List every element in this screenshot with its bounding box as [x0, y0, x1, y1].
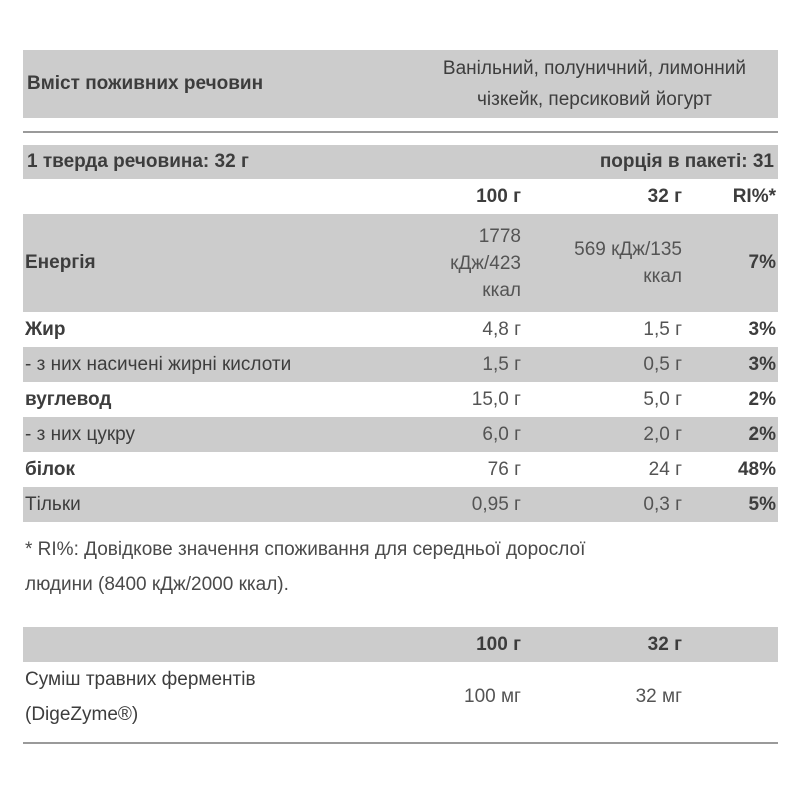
enzymes-value-per100: 100 мг	[464, 686, 521, 707]
flavors-line-2: чізкейк, персиковий йогурт	[477, 89, 712, 110]
row-value-per100: 6,0 г	[482, 423, 521, 445]
row-value-per100: 0,95 г	[471, 493, 521, 515]
serving-size-label: 1 тверда речовина: 32 г	[27, 151, 249, 172]
panel-content: Вміст поживних речовин Ванільний, полуни…	[23, 50, 778, 744]
servings-per-pack-label: порція в пакеті: 31	[599, 151, 774, 172]
row-value-per32: 24 г	[648, 458, 682, 480]
row-label: - з них цукру	[25, 423, 136, 445]
nutrition-row-energy: Енергія 1778 кДж/423 ккал 569 кДж/135 кк…	[23, 214, 778, 312]
value-line: ккал	[482, 279, 521, 301]
row-value-per32: 0,5 г	[643, 353, 682, 375]
value-line: кДж/423	[450, 252, 521, 274]
flavors-text: Ванільний, полуничний, лимонний чізкейк,…	[443, 53, 774, 115]
row-label: Тільки	[25, 493, 81, 515]
row-label: Жир	[25, 318, 66, 340]
row-value-per100: 15,0 г	[471, 388, 521, 410]
enzymes-row-label: Суміш травних ферментів (DigeZyme®)	[25, 662, 401, 732]
nutrition-row-fat: Жир 4,8 г 1,5 г 3%	[23, 312, 778, 347]
nutrition-row-protein: білок 76 г 24 г 48%	[23, 452, 778, 487]
nutrition-row-salt: Тільки 0,95 г 0,3 г 5%	[23, 487, 778, 522]
divider-bottom	[23, 742, 778, 744]
row-value-ri: 48%	[737, 458, 776, 480]
row-value-per32: 569 кДж/135 ккал	[521, 236, 682, 290]
row-value-ri: 3%	[748, 318, 776, 340]
row-label: білок	[25, 458, 75, 480]
row-label: вуглевод	[25, 388, 112, 410]
panel-title: Вміст поживних речовин	[27, 73, 264, 94]
row-value-per32: 0,3 г	[643, 493, 682, 515]
enzymes-header-per32: 32 г	[647, 633, 682, 655]
enzymes-column-header-row: 100 г 32 г	[23, 627, 778, 662]
row-value-per100: 1778 кДж/423 ккал	[401, 223, 521, 304]
row-value-per32: 2,0 г	[643, 423, 682, 445]
row-label: Енергія	[25, 252, 96, 273]
row-value-ri: 2%	[748, 388, 776, 410]
row-value-per100: 76 г	[487, 458, 521, 480]
column-header-per100: 100 г	[476, 185, 521, 207]
divider-top	[23, 131, 778, 133]
row-value-ri: 5%	[748, 493, 776, 515]
ri-footnote: * RI%: Довідкове значення споживання для…	[23, 532, 778, 602]
row-value-ri: 7%	[748, 252, 776, 273]
value-line: 569 кДж/135	[574, 239, 682, 260]
enzymes-label-line-2: (DigeZyme®)	[25, 704, 139, 725]
row-value-per100: 4,8 г	[482, 318, 521, 340]
row-label: - з них насичені жирні кислоти	[25, 353, 292, 375]
column-header-ri: RI%*	[732, 185, 776, 207]
enzymes-row: Суміш травних ферментів (DigeZyme®) 100 …	[23, 662, 778, 732]
column-header-row: 100 г 32 г RI%*	[23, 179, 778, 214]
serving-size-bar: 1 тверда речовина: 32 г порція в пакеті:…	[23, 145, 778, 179]
top-whitespace	[0, 0, 800, 50]
enzymes-header-per100: 100 г	[476, 633, 521, 655]
nutrition-row-sugars: - з них цукру 6,0 г 2,0 г 2%	[23, 417, 778, 452]
column-header-per32: 32 г	[647, 185, 682, 207]
nutrition-header: Вміст поживних речовин Ванільний, полуни…	[23, 50, 778, 118]
row-value-per32: 1,5 г	[643, 318, 682, 340]
row-value-ri: 3%	[748, 353, 776, 375]
ri-footnote-line-1: * RI%: Довідкове значення споживання для…	[25, 539, 586, 560]
value-line: ккал	[643, 266, 682, 287]
row-value-per100: 1,5 г	[482, 353, 521, 375]
flavors-line-1: Ванільний, полуничний, лимонний	[442, 58, 746, 79]
nutrition-row-carbohydrate: вуглевод 15,0 г 5,0 г 2%	[23, 382, 778, 417]
ri-footnote-line-2: людини (8400 кДж/2000 ккал).	[25, 574, 289, 595]
value-line: 1778	[478, 225, 521, 247]
row-value-per32: 5,0 г	[643, 388, 682, 410]
enzymes-label-line-1: Суміш травних ферментів	[25, 669, 256, 690]
row-value-ri: 2%	[748, 423, 776, 445]
nutrition-row-saturated-fat: - з них насичені жирні кислоти 1,5 г 0,5…	[23, 347, 778, 382]
enzymes-value-per32: 32 мг	[635, 686, 682, 707]
